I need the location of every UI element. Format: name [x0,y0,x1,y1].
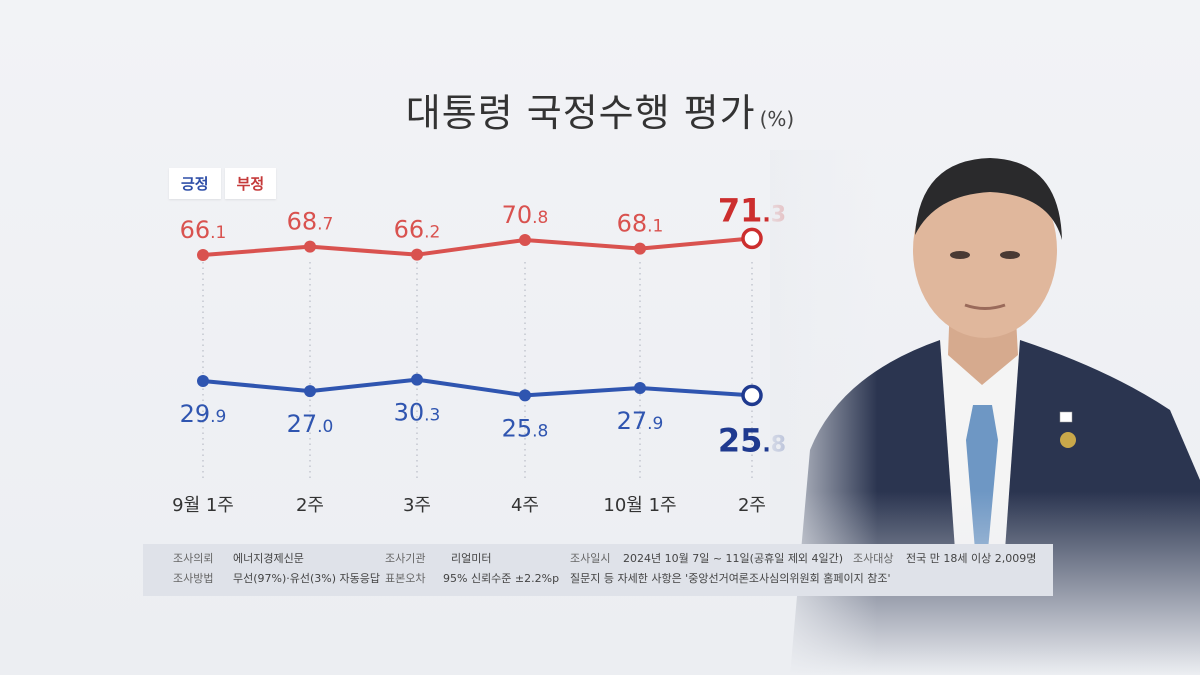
president-photo [770,150,1200,675]
negative-point [304,240,316,253]
error-value: 95% 신뢰수준 ±2.2%p [443,572,560,585]
commission-value: 에너지경제신문 [233,552,304,565]
positive-point [634,382,646,394]
negative-data-label: 68.7 [287,208,334,236]
positive-point-last [741,384,763,407]
x-tick-label: 2주 [738,495,766,516]
legend: 긍정 부정 [169,168,277,199]
period-key: 조사일시 [570,552,611,565]
commission-key: 조사의뢰 [173,552,214,565]
survey-info: 조사의뢰 에너지경제신문 조사기관 리얼미터 조사일시 2024년 10월 7일… [143,544,1053,596]
negative-data-label: 68.1 [617,210,664,238]
negative-point [197,249,209,261]
legend-positive: 긍정 [169,168,221,199]
method-key: 조사방법 [173,572,214,585]
positive-point [197,375,209,387]
x-tick-label: 10월 1주 [603,495,676,516]
agency-key: 조사기관 [385,552,426,565]
negative-data-label: 66.2 [394,216,441,244]
positive-data-label: 27.0 [287,410,334,438]
negative-point-last [741,227,763,250]
positive-series-line [202,377,753,398]
x-tick-label: 3주 [403,495,431,516]
target-key: 조사대상 [853,552,894,565]
chart-title: 대통령 국정수행 평가 [405,91,756,135]
positive-point [411,373,423,386]
negative-data-label: 70.8 [502,201,549,229]
legend-negative: 부정 [224,168,277,199]
negative-point [519,233,531,246]
positive-point [304,385,316,398]
target-value: 전국 만 18세 이상 2,009명 [906,552,1037,565]
negative-point [634,242,646,255]
x-tick-label: 4주 [511,495,539,516]
method-value: 무선(97%)·유선(3%) 자동응답 [233,572,381,585]
x-tick-label: 2주 [296,495,324,516]
negative-data-label: 66.1 [180,216,227,244]
positive-data-label: 27.9 [617,407,664,435]
chart-unit: (%) [759,107,795,131]
positive-point [519,389,531,402]
chart-title-block: 대통령 국정수행 평가 (%) [0,82,1200,137]
questionnaire-note: 질문지 등 자세한 사항은 '중앙선거여론조사심의위원회 홈페이지 참조' [570,572,891,585]
positive-data-label: 30.3 [394,399,441,427]
error-key: 표본오차 [385,572,426,585]
positive-data-label: 25.8 [502,414,549,442]
negative-point [411,248,423,261]
agency-value: 리얼미터 [451,552,492,565]
positive-data-label: 29.9 [180,400,227,428]
negative-series-line [202,236,753,257]
x-tick-label: 9월 1주 [172,495,234,516]
period-value: 2024년 10월 7일 ~ 11일(공휴일 제외 4일간) [623,552,844,565]
